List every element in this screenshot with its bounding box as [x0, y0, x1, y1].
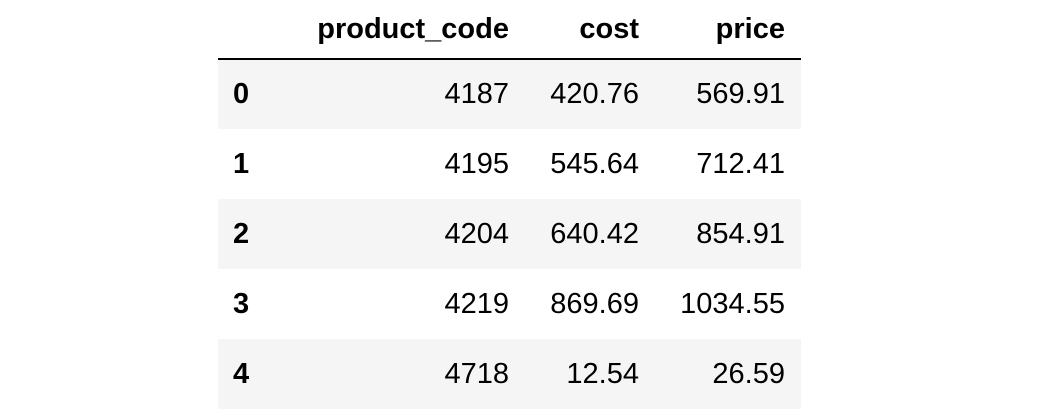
table-row: 1 4195 545.64 712.41	[218, 129, 801, 199]
row-index: 0	[233, 78, 250, 110]
row-index: 4	[233, 357, 250, 390]
cell-product-code: 4718	[444, 357, 509, 390]
cell-product-code: 4187	[444, 78, 509, 110]
dataframe-output: product_code cost price 0 4187 420.76 56…	[218, 0, 801, 409]
cell-price: 26.59	[712, 357, 785, 390]
cell-cost: 869.69	[550, 287, 639, 320]
row-index: 1	[233, 147, 250, 180]
cell-price: 712.41	[696, 147, 785, 180]
cell-cost: 545.64	[550, 147, 639, 180]
cell-product-code: 4219	[444, 287, 509, 320]
table-body: 0 4187 420.76 569.91 1 4195 545.64 712.4…	[218, 59, 801, 409]
cell-cost: 12.54	[566, 357, 639, 390]
table-row: 2 4204 640.42 854.91	[218, 199, 801, 269]
table-row: 3 4219 869.69 1034.55	[218, 269, 801, 339]
row-index: 3	[233, 287, 250, 320]
column-header-price: price	[655, 0, 801, 60]
cell-price: 1034.55	[680, 287, 785, 320]
dataframe-table: product_code cost price 0 4187 420.76 56…	[218, 0, 801, 409]
column-header-product-code: product_code	[283, 0, 525, 60]
cell-cost: 640.42	[550, 217, 639, 250]
table-row: 4 4718 12.54 26.59	[218, 339, 801, 409]
header-row: product_code cost price	[218, 0, 801, 60]
cell-price: 854.91	[696, 217, 785, 250]
table-row: 0 4187 420.76 569.91	[218, 59, 801, 129]
cell-product-code: 4204	[444, 217, 509, 250]
column-header-cost: cost	[525, 0, 655, 60]
table-header: product_code cost price	[218, 0, 801, 60]
row-index: 2	[233, 217, 250, 250]
index-column-header	[218, 0, 283, 60]
cell-product-code: 4195	[444, 147, 509, 180]
cell-cost: 420.76	[550, 78, 639, 110]
cell-price: 569.91	[696, 78, 785, 110]
